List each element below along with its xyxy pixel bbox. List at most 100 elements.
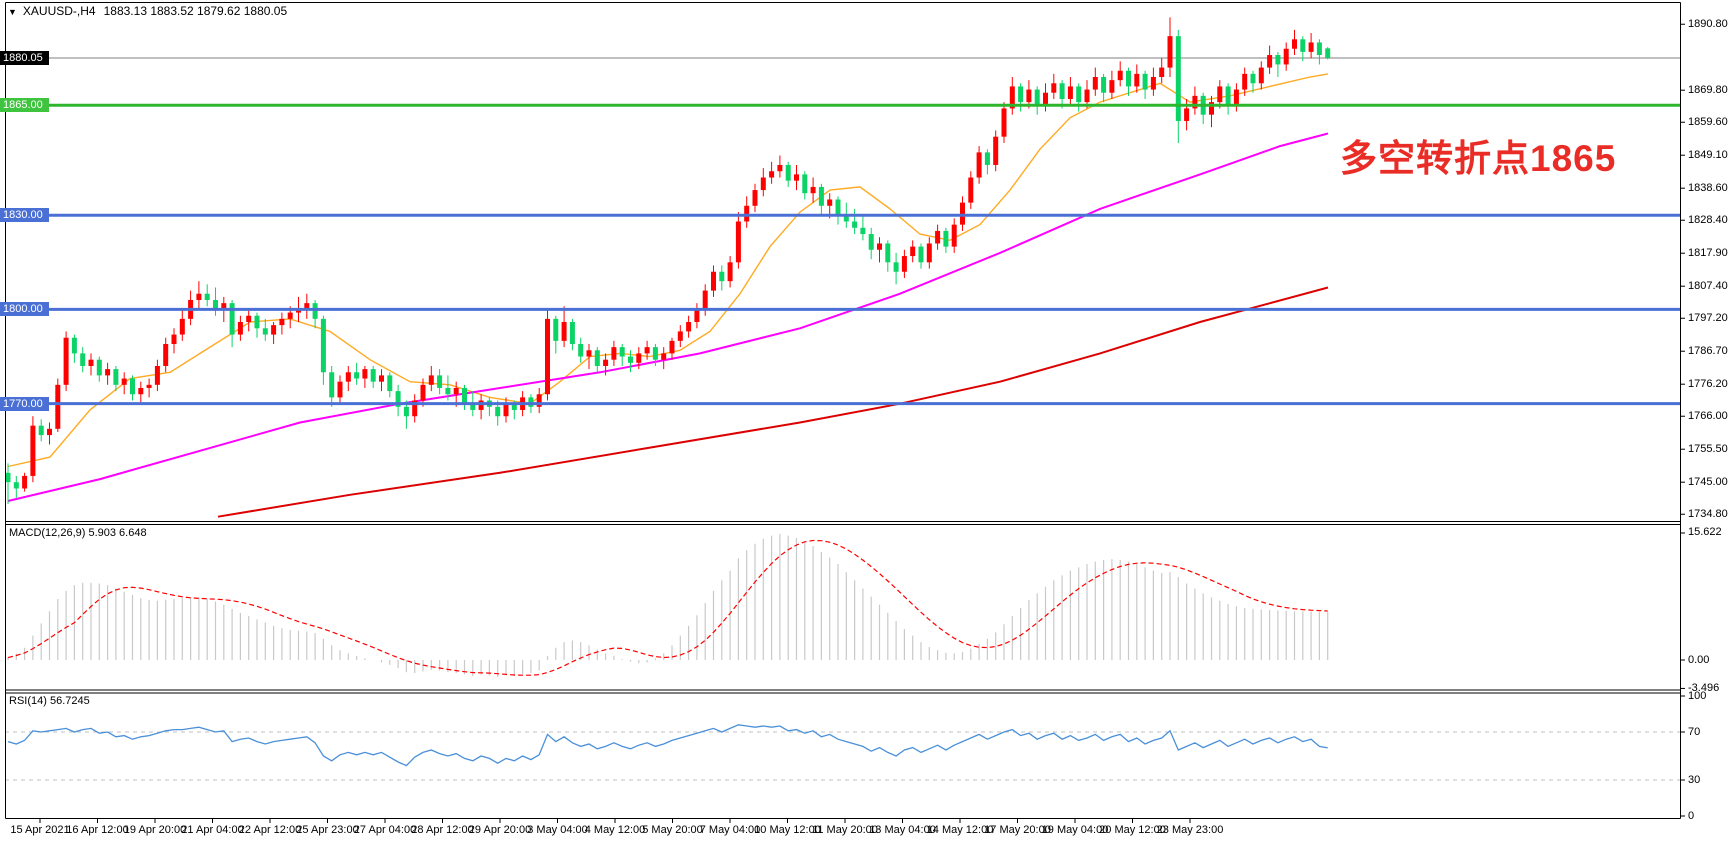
rsi-tick-label: 100 [1688,689,1707,702]
time-tick-label: 10 May 12:00 [754,824,821,836]
candle-body [1134,73,1140,87]
candle-body [80,353,86,366]
candle-body [569,322,575,344]
candle-body [345,372,351,382]
candle-body [794,174,799,181]
candle-body [5,472,11,483]
candle-body [1117,70,1123,81]
time-tick-label: 19 May 04:00 [1041,824,1109,836]
candle-body [503,403,509,417]
candle-body [860,227,866,235]
candle-body [1109,80,1115,93]
candle-body [1242,73,1248,90]
candle-body [196,293,202,301]
candle-body [993,136,999,165]
candle-body [1142,73,1148,90]
candle-body [1217,86,1223,103]
candle-body [362,369,368,379]
candle-body [636,353,642,363]
rsi-indicator-label: RSI(14) 56.7245 [9,695,90,707]
candle-body [478,400,484,410]
candle-body [1034,89,1040,106]
chart-title: ▼ XAUUSD-,H4 1883.13 1883.52 1879.62 1880.… [8,4,287,18]
collapse-icon[interactable]: ▼ [8,7,17,17]
time-tick-label: 29 Apr 20:00 [468,824,532,836]
time-tick-label: 16 Apr 12:00 [66,824,129,836]
rsi-line [7,724,1328,767]
candle-body [661,353,667,360]
candle-body [395,391,401,407]
candle-body [412,400,418,417]
candle-body [1009,86,1015,109]
rsi-tick-label: 30 [1688,773,1701,786]
candle-body [271,325,277,335]
candle-body [984,152,990,165]
macd-signal-line [7,539,1328,676]
candle-body [968,177,974,203]
candle-body [55,384,61,429]
candle-body [1175,36,1181,121]
candle-body [1316,42,1322,56]
candle-body [594,350,600,366]
candle-body [951,224,957,247]
candle-body [138,387,144,395]
candle-body [818,186,824,206]
ma-mid-line [7,132,1329,502]
candle-body [1283,48,1289,65]
candle-body [677,331,683,341]
candle-body [88,359,94,366]
candle-body [1258,67,1264,84]
candle-body [71,337,77,354]
candle-body [652,347,658,360]
candle-body [586,350,592,357]
candle-body [843,215,849,222]
candle-body [644,347,650,354]
candle-body [22,475,28,489]
candle-body [528,397,534,407]
candle-body [918,246,924,263]
time-tick-label: 15 Apr 2021 [10,824,70,836]
price-tick-label: 1797.20 [1688,311,1728,324]
candle-body [960,202,965,225]
candle-body [686,322,692,332]
candle-body [976,152,982,178]
price-level-label: 1800.00 [0,302,49,317]
macd-tick-label: 0.00 [1688,653,1710,666]
candle-body [1225,86,1231,106]
price-tick-label: 1776.20 [1688,377,1728,390]
candle-body [735,221,741,263]
candle-body [387,375,393,392]
candle-body [769,171,775,178]
rsi-tick-label: 0 [1688,809,1695,822]
candle-body [719,271,725,282]
candle-body [1126,70,1131,87]
candle-body [1184,108,1190,121]
candle-body [885,243,891,263]
candle-body [1192,95,1198,109]
candle-body [279,318,285,326]
price-tick-label: 1786.70 [1688,344,1728,357]
candle-body [105,369,111,376]
candle-body [835,199,841,216]
candle-body [96,359,102,376]
time-tick-label: 11 May 20:00 [812,824,878,836]
candle-body [154,365,160,385]
candle-body [420,384,426,401]
candle-body [611,347,617,360]
candle-body [320,318,326,373]
price-level-label: 1770.00 [0,396,49,411]
candle-body [63,337,69,385]
candle-body [1067,86,1073,99]
ma-fast-line [7,73,1329,468]
candle-body [403,406,409,417]
time-tick-label: 7 May 04:00 [699,824,761,836]
annotation-text[interactable]: 多空转折点1865 [1340,138,1617,179]
candle-body [312,303,318,319]
candle-body [553,318,559,341]
candle-body [1101,77,1107,93]
candle-body [47,428,52,436]
candle-body [711,271,716,291]
symbol-period-label: XAUUSD-,H4 [22,4,96,18]
